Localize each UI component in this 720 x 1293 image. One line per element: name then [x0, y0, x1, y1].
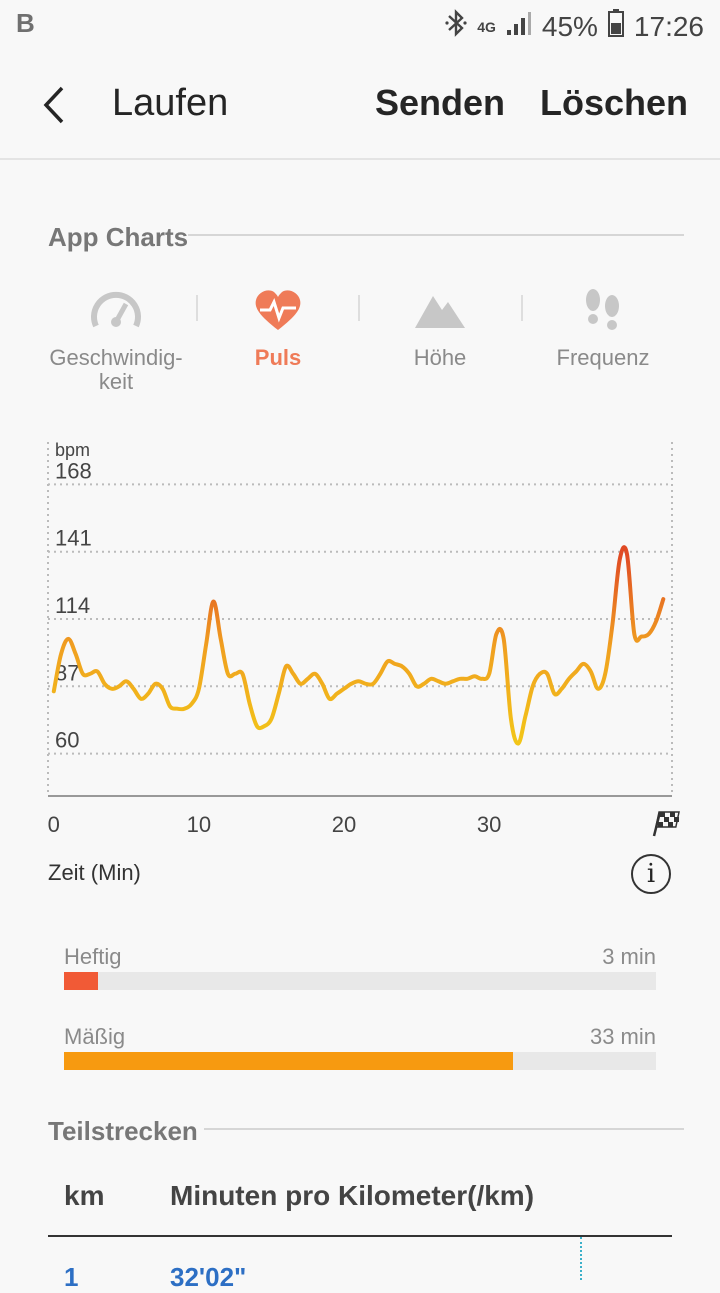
zone-label-moderate: Mäßig: [64, 1024, 126, 1049]
x-tick-label: 10: [187, 812, 211, 837]
x-tick-label: 20: [332, 812, 356, 837]
send-button[interactable]: Senden: [375, 82, 506, 123]
divider: [188, 234, 684, 236]
zone-bar-moderate: [64, 1052, 656, 1070]
signal-icon: [506, 10, 532, 43]
chart-tabs: Geschwindig- keit Puls Höhe Frequenz: [0, 280, 720, 400]
col-header-km: km: [64, 1180, 105, 1211]
tab-pulse-label: Puls: [254, 345, 302, 370]
tab-pulse[interactable]: Puls: [198, 280, 358, 370]
info-icon: i: [646, 859, 656, 889]
zone-bar-intense: [64, 972, 656, 990]
clock: 17:26: [633, 10, 704, 42]
splits-heading: Teilstrecken: [48, 1116, 198, 1146]
table-marker-line: [580, 1237, 582, 1280]
y-tick-label: 114: [55, 593, 90, 618]
x-tick-label: 0: [48, 812, 60, 837]
x-axis-title: Zeit (Min): [48, 860, 141, 885]
split-km: 1: [64, 1262, 79, 1292]
y-tick-label: 141: [55, 526, 92, 551]
status-badge: B: [16, 8, 35, 38]
tab-speed[interactable]: Geschwindig- keit: [36, 280, 196, 394]
delete-button[interactable]: Löschen: [540, 82, 689, 123]
network-type: 4G: [477, 18, 496, 35]
tab-speed-label: Geschwindig- keit: [49, 345, 183, 394]
battery-percent: 45%: [541, 10, 598, 42]
x-tick-label: 30: [477, 812, 501, 837]
heart-rate-line: [51, 545, 666, 746]
zone-value-intense: 3 min: [602, 944, 656, 969]
tab-altitude-label: Höhe: [413, 345, 467, 370]
speedometer-icon: [91, 291, 141, 328]
footsteps-icon: [586, 289, 619, 330]
tab-cadence-label: Frequenz: [556, 345, 650, 370]
page-title: Laufen: [112, 82, 229, 124]
y-axis-unit: bpm: [55, 440, 90, 460]
zone-fill-intense: [64, 972, 99, 990]
tab-separator: [358, 295, 360, 321]
y-tick-label: 168: [55, 458, 92, 483]
zone-fill-moderate: [64, 1052, 513, 1070]
tab-separator: [521, 295, 523, 321]
y-tick-label: 60: [55, 728, 79, 753]
chevron-left-icon: [43, 86, 64, 124]
battery-icon: [607, 9, 624, 44]
bluetooth-icon: [445, 8, 467, 45]
heart-pulse-icon: [255, 290, 301, 330]
app-bar: Laufen Senden Löschen: [0, 50, 720, 160]
info-button[interactable]: i: [631, 854, 671, 894]
back-button[interactable]: [34, 80, 74, 130]
table-header-divider: [48, 1235, 672, 1237]
tab-altitude[interactable]: Höhe: [360, 280, 520, 370]
zone-label-intense: Heftig: [64, 944, 122, 969]
tab-separator: [196, 295, 198, 321]
zone-value-moderate: 33 min: [589, 1024, 656, 1049]
status-bar: B 4G 45% 17:26: [0, 0, 720, 50]
mountain-icon: [415, 296, 465, 328]
split-pace: 32'02": [170, 1262, 247, 1292]
finish-flag-icon: [652, 811, 680, 837]
col-header-pace: Minuten pro Kilometer(/km): [170, 1180, 535, 1211]
divider: [204, 1128, 684, 1130]
tab-cadence[interactable]: Frequenz: [523, 280, 683, 370]
app-charts-heading: App Charts: [48, 222, 189, 252]
